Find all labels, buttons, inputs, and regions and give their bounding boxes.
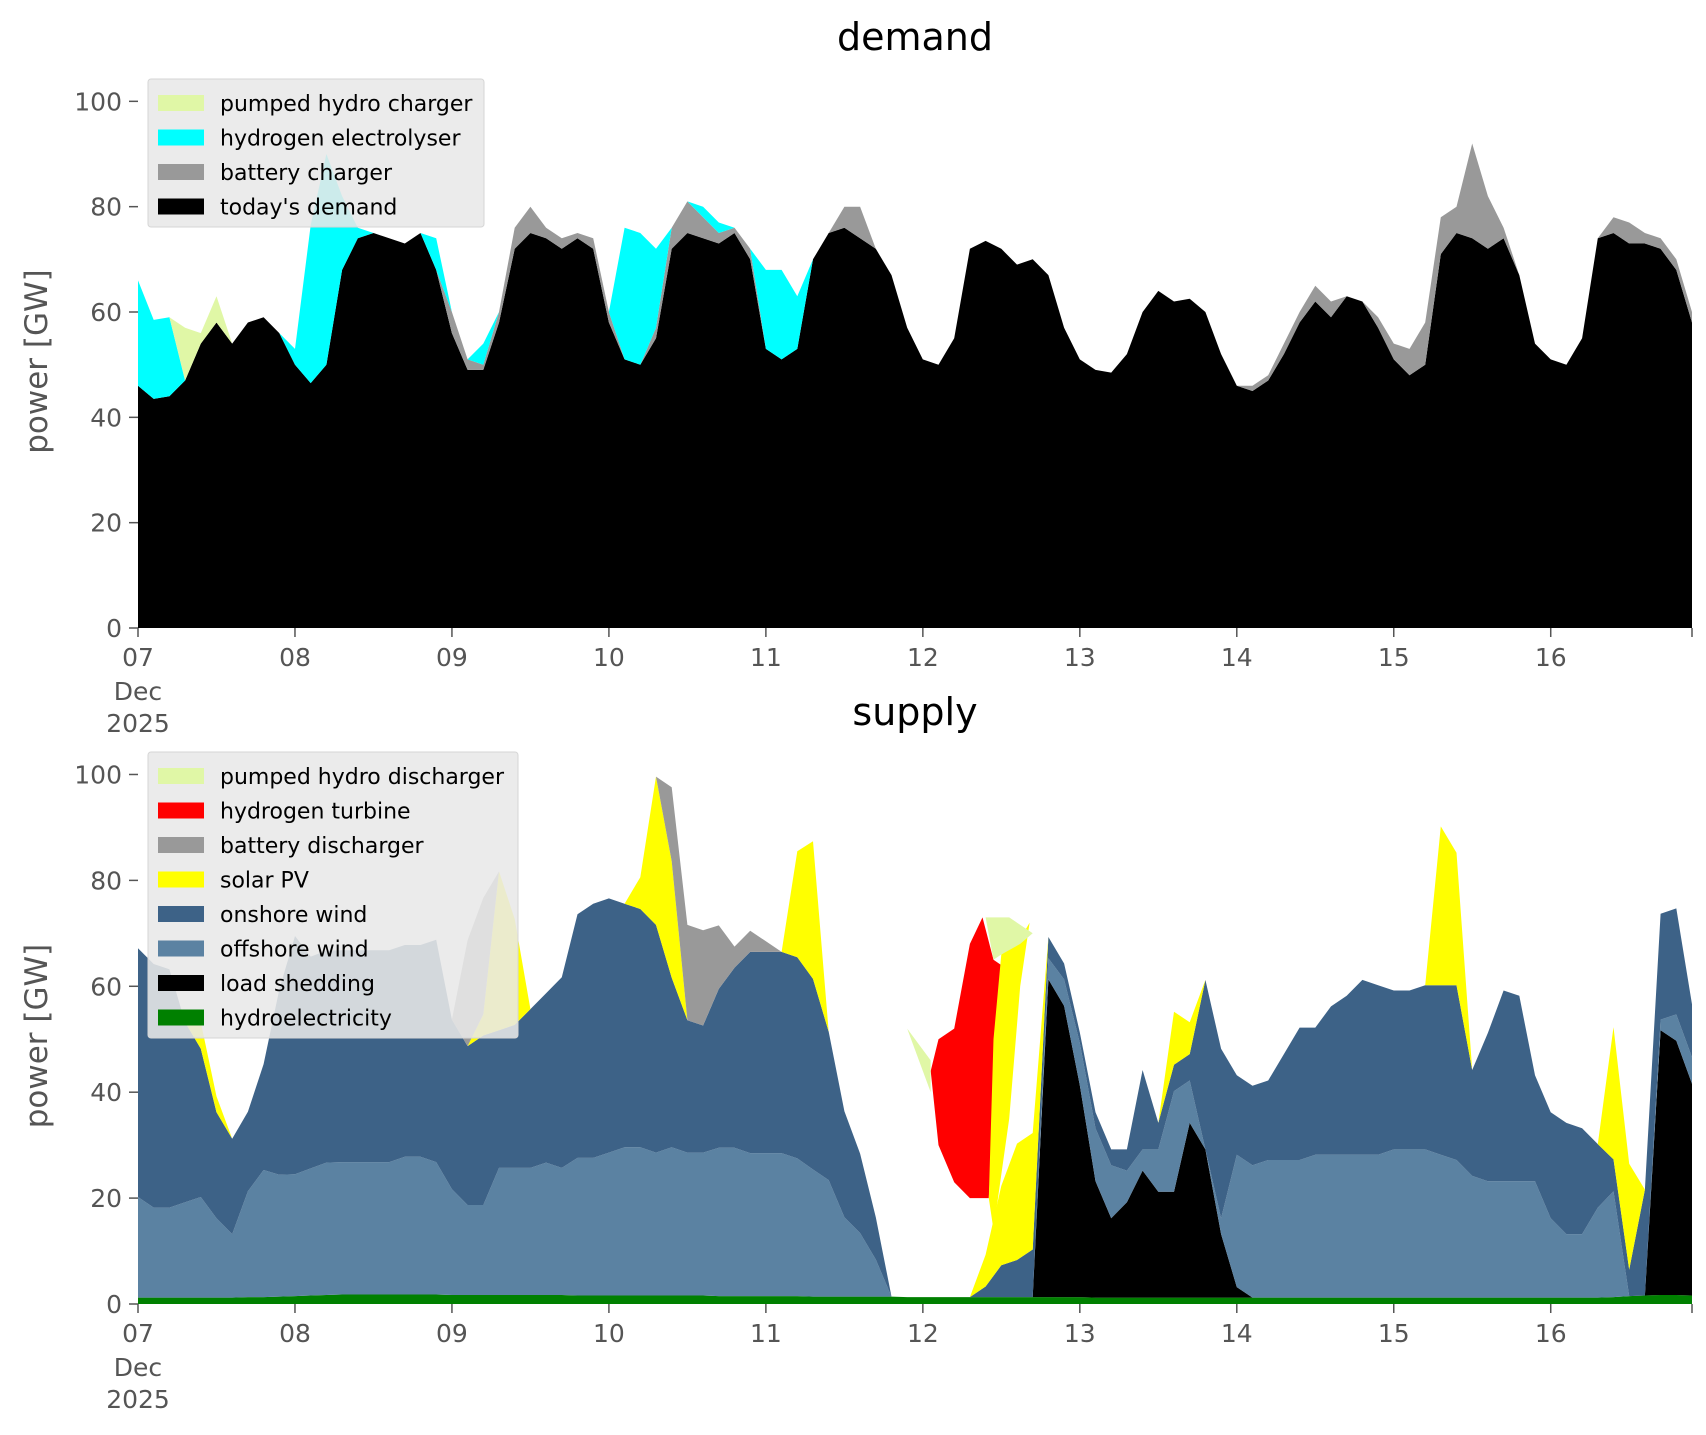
legend-label-hydrogen-electrolyser: hydrogen electrolyser: [220, 127, 461, 152]
legend-label-hydrogen-turbine: hydrogen turbine: [220, 800, 411, 825]
x-tick-label: 16: [1535, 643, 1567, 672]
x-tick-label: 10: [593, 643, 625, 672]
x-tick-sublabel: 2025: [106, 1385, 170, 1414]
x-tick-label: 16: [1535, 1319, 1567, 1348]
legend-swatch-pumped-hydro-discharger: [158, 768, 204, 784]
legend-label-battery-discharger: battery discharger: [220, 834, 425, 859]
y-tick-label: 20: [90, 509, 122, 538]
y-tick-label: 40: [90, 403, 122, 432]
y-tick-label: 80: [90, 866, 122, 895]
x-tick-label: 11: [750, 1319, 782, 1348]
y-tick-label: 60: [90, 972, 122, 1001]
area-offshore-wind: [138, 958, 1692, 1298]
legend-label-today-s-demand: today's demand: [220, 196, 397, 221]
x-tick-label: 13: [1064, 643, 1096, 672]
area-pumped-hydro-discharger: [907, 1028, 931, 1093]
x-tick-sublabel: Dec: [114, 677, 162, 706]
legend-label-solar-pv: solar PV: [220, 869, 309, 894]
x-tick-label: 14: [1221, 1319, 1253, 1348]
y-tick-label: 100: [74, 760, 122, 789]
legend-swatch-hydrogen-turbine: [158, 802, 204, 819]
x-tick-label: 07: [122, 1319, 154, 1348]
x-tick-label: 11: [750, 643, 782, 672]
x-tick-sublabel: Dec: [114, 1353, 162, 1382]
legend-label-battery-charger: battery charger: [220, 161, 393, 186]
chart-title: demand: [837, 15, 993, 59]
x-tick-label: 08: [279, 1319, 311, 1348]
legend-swatch-battery-charger: [158, 164, 204, 180]
area-today-s-demand: [138, 227, 1692, 628]
legend-box: [147, 78, 485, 228]
legend-label-onshore-wind: onshore wind: [220, 903, 367, 928]
chart-title: supply: [852, 690, 977, 734]
legend-label-hydroelectricity: hydroelectricity: [220, 1007, 392, 1032]
supply-panel: supply 0 20 40 60 80 100 power [GW] 07 Dec 2025 08 0…: [19, 690, 1693, 1414]
x-tick-label: 15: [1378, 1319, 1410, 1348]
legend-box: [147, 751, 519, 1039]
x-tick-label: 12: [907, 643, 939, 672]
legend-swatch-hydrogen-electrolyser: [158, 129, 204, 146]
legend-swatch-today-s-demand: [158, 198, 204, 215]
x-tick-sublabel: 2025: [106, 709, 170, 738]
area-pumped-hydro-discharger: [985, 917, 1033, 960]
x-tick-label: 13: [1064, 1319, 1096, 1348]
y-tick-label: 20: [90, 1184, 122, 1213]
legend-swatch-pumped-hydro-charger: [158, 95, 204, 111]
area-hydrogen-turbine: [930, 917, 1002, 1199]
x-tick-label: 14: [1221, 643, 1253, 672]
legend-label-pumped-hydro-charger: pumped hydro charger: [220, 92, 473, 117]
area-onshore-wind: [138, 898, 1692, 1298]
y-tick-label: 100: [74, 87, 122, 116]
legend-swatch-onshore-wind: [158, 906, 204, 922]
legend-label-pumped-hydro-discharger: pumped hydro discharger: [220, 765, 505, 790]
y-axis-label: power [GW]: [19, 269, 55, 454]
x-tick-label: 12: [907, 1319, 939, 1348]
legend-label-load-shedding: load shedding: [220, 972, 375, 997]
demand-panel: demand 0 20 40 60 80 100 power [GW] 07 Dec 2025 08 0…: [19, 15, 1693, 738]
legend-swatch-solar-pv: [158, 871, 204, 888]
y-axis-label: power [GW]: [19, 944, 55, 1129]
y-tick-label: 80: [90, 193, 122, 222]
x-tick-label: 10: [593, 1319, 625, 1348]
y-tick-label: 60: [90, 298, 122, 327]
legend-swatch-hydroelectricity: [158, 1009, 204, 1026]
legend-swatch-battery-discharger: [158, 837, 204, 853]
area-solar-pv: [988, 922, 1030, 1230]
y-tick-label: 0: [106, 614, 122, 643]
x-tick-label: 08: [279, 643, 311, 672]
legend-label-offshore-wind: offshore wind: [220, 938, 369, 963]
legend-swatch-load-shedding: [158, 975, 204, 991]
y-tick-label: 0: [106, 1290, 122, 1319]
x-tick-label: 09: [436, 643, 468, 672]
x-tick-label: 09: [436, 1319, 468, 1348]
x-tick-label: 07: [122, 643, 154, 672]
area-hydroelectricity: [138, 1294, 1692, 1304]
y-tick-label: 40: [90, 1078, 122, 1107]
legend-swatch-offshore-wind: [158, 940, 204, 957]
x-tick-label: 15: [1378, 643, 1410, 672]
